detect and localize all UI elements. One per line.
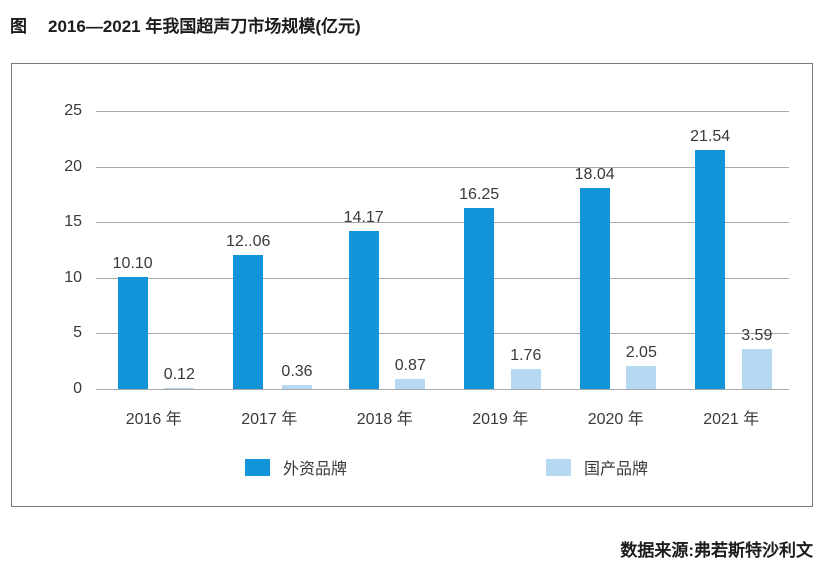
bar-group: 16.25 1.76 (443, 111, 559, 389)
bar-domestic-wrap: 2.05 (626, 345, 657, 389)
bar-foreign-wrap: 14.17 (344, 210, 384, 389)
legend-swatch-domestic-icon (546, 458, 572, 476)
x-tick-label: 2018 年 (356, 411, 413, 428)
bar-value-label: 0.87 (394, 357, 426, 375)
legend-swatch-foreign-icon (245, 458, 270, 476)
bar-domestic (395, 379, 426, 389)
bar-foreign (348, 231, 379, 389)
gridline-10 (96, 277, 789, 279)
bar-value-label: 10.10 (112, 254, 153, 272)
bar-foreign (695, 149, 726, 389)
y-tick-label: 0 (73, 380, 82, 397)
x-tick-label: 2021 年 (703, 411, 760, 428)
figure-title-text: 2016—2021 年我国超声刀市场规模(亿元) (48, 17, 361, 36)
bar-group: 14.17 0.87 (327, 111, 443, 389)
bar-domestic-wrap: 0.12 (163, 365, 195, 389)
bar-domestic-wrap: 0.36 (281, 363, 313, 389)
bar-domestic (164, 387, 195, 389)
bar-foreign-wrap: 10.10 (112, 254, 153, 389)
bar-foreign (579, 188, 610, 389)
legend-label-domestic: 国产品牌 (584, 461, 649, 478)
bar-foreign-wrap: 12..06 (225, 232, 271, 389)
bar-foreign-wrap: 18.04 (575, 167, 615, 389)
bar-value-label: 16.25 (459, 186, 500, 204)
bar-foreign (464, 208, 495, 389)
gridline-25 (96, 111, 789, 112)
x-tick-label: 2017 年 (241, 411, 298, 428)
bar-value-label: 3.59 (741, 327, 773, 345)
bar-value-label: 0.12 (163, 365, 195, 383)
bar-domestic-wrap: 3.59 (741, 328, 772, 389)
bar-value-label: 14.17 (343, 209, 384, 227)
x-tick-label: 2016 年 (125, 411, 182, 428)
plot-area: 0 5 10 15 20 25 10.10 0.12 12..06 0.36 14.17 0.87 16… (64, 103, 789, 397)
bar-group: 10.10 0.12 (96, 111, 212, 389)
bar-value-label: 21.54 (690, 127, 731, 145)
y-tick-label: 25 (64, 102, 82, 119)
bar-group: 21.54 3.59 (674, 111, 790, 389)
bar-domestic (281, 385, 312, 389)
bar-value-label: 12..06 (225, 232, 271, 250)
gridline-20 (96, 166, 789, 168)
bar-value-label: 18.04 (574, 166, 615, 184)
bar-group: 12..06 0.36 (212, 111, 328, 389)
gridline-0 (96, 389, 789, 390)
bar-value-label: 2.05 (625, 344, 657, 362)
x-tick-label: 2019 年 (472, 411, 529, 428)
bar-value-label: 0.36 (281, 363, 313, 380)
bar-domestic (741, 349, 772, 389)
legend-item-domestic: 国产品牌 (546, 455, 648, 479)
y-tick-label: 5 (73, 324, 82, 342)
bar-group: 18.04 2.05 (558, 111, 674, 389)
gridline-15 (96, 222, 789, 224)
chart-container: 0 5 10 15 20 25 10.10 0.12 12..06 0.36 14.17 0.87 16… (11, 63, 813, 507)
bar-domestic (510, 369, 541, 389)
y-tick-label: 10 (64, 268, 82, 286)
bar-domestic-wrap: 1.76 (510, 348, 541, 389)
y-tick-label: 20 (64, 157, 82, 175)
data-source: 数据来源:弗若斯特沙利文 (620, 541, 813, 560)
bar-domestic (626, 366, 657, 389)
legend: 外资品牌 国产品牌 (12, 455, 812, 479)
bar-domestic-wrap: 0.87 (395, 358, 426, 389)
legend-label-foreign: 外资品牌 (283, 461, 348, 478)
bar-value-label: 1.76 (510, 347, 542, 365)
bar-foreign (117, 276, 148, 389)
bar-foreign-wrap: 16.25 (459, 187, 499, 389)
legend-item-foreign: 外资品牌 (245, 455, 347, 479)
bar-groups: 10.10 0.12 12..06 0.36 14.17 0.87 16.25 1.76 18.… (96, 111, 789, 389)
y-tick-label: 15 (64, 213, 82, 231)
bar-foreign-wrap: 21.54 (690, 127, 731, 389)
figure-title: 图 2016—2021 年我国超声刀市场规模(亿元) (10, 12, 361, 37)
bar-foreign (233, 254, 264, 389)
figure-label: 图 (10, 17, 27, 36)
x-tick-label: 2020 年 (587, 411, 644, 428)
gridline-5 (96, 333, 789, 335)
x-axis-labels: 2016 年 2017 年 2018 年 2019 年 2020 年 2021 年 (96, 405, 789, 429)
